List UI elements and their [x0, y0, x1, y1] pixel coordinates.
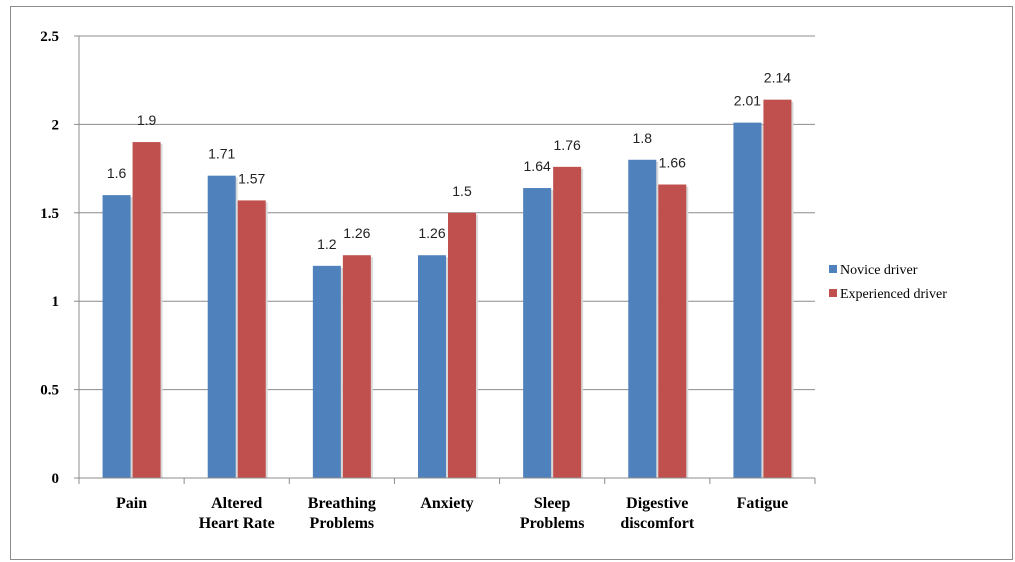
bar-novice	[312, 265, 341, 478]
bar-experienced	[237, 200, 266, 478]
data-label: 2.14	[764, 70, 791, 86]
category-label: Altered	[211, 495, 262, 512]
data-label: 1.26	[343, 225, 370, 241]
data-label: 1.26	[418, 225, 445, 241]
chart-frame	[10, 6, 1013, 560]
data-label: 1.2	[317, 236, 337, 252]
category-label: Problems	[310, 515, 375, 532]
bar-novice	[207, 175, 236, 478]
data-label: 1.76	[554, 137, 581, 153]
legend-swatch	[829, 265, 837, 273]
y-tick-label: 0	[52, 471, 60, 487]
data-label: 1.64	[524, 158, 551, 174]
bar-novice	[418, 255, 446, 478]
category-label: Problems	[520, 515, 585, 532]
bar-experienced	[553, 166, 582, 478]
bar-novice	[628, 159, 657, 478]
bar-novice	[102, 195, 131, 478]
data-label: 1.57	[238, 170, 265, 186]
legend-entry: Experienced driver	[840, 287, 947, 302]
legend-entry: Novice driver	[840, 263, 918, 278]
legend-swatch	[829, 289, 837, 297]
bar-experienced	[342, 255, 371, 478]
y-tick-label: 2.5	[40, 29, 59, 45]
bar-novice	[523, 188, 552, 478]
y-tick-label: 1.5	[40, 206, 59, 222]
category-label: Breathing	[308, 495, 376, 512]
category-label: Sleep	[534, 495, 571, 512]
category-label: Digestive	[626, 495, 688, 512]
y-tick-label: 0.5	[40, 383, 59, 399]
bar-novice	[733, 122, 762, 478]
data-label: 1.66	[659, 155, 686, 171]
data-label: 1.5	[452, 183, 472, 199]
category-label: Anxiety	[420, 495, 473, 512]
category-label: Heart Rate	[199, 515, 275, 532]
bar-experienced	[658, 184, 687, 478]
data-label: 1.9	[137, 112, 157, 128]
data-label: 2.01	[734, 93, 761, 109]
category-label: Fatigue	[737, 495, 789, 512]
data-label: 1.71	[208, 146, 235, 162]
bar-experienced	[448, 212, 476, 479]
data-label: 1.6	[107, 165, 127, 181]
category-label: Pain	[116, 495, 147, 512]
y-tick-label: 1	[52, 294, 60, 310]
bar-experienced	[132, 142, 161, 478]
y-tick-label: 2	[52, 117, 60, 133]
data-label: 1.8	[633, 130, 653, 146]
bar-experienced	[763, 99, 792, 478]
category-label: discomfort	[620, 515, 694, 532]
